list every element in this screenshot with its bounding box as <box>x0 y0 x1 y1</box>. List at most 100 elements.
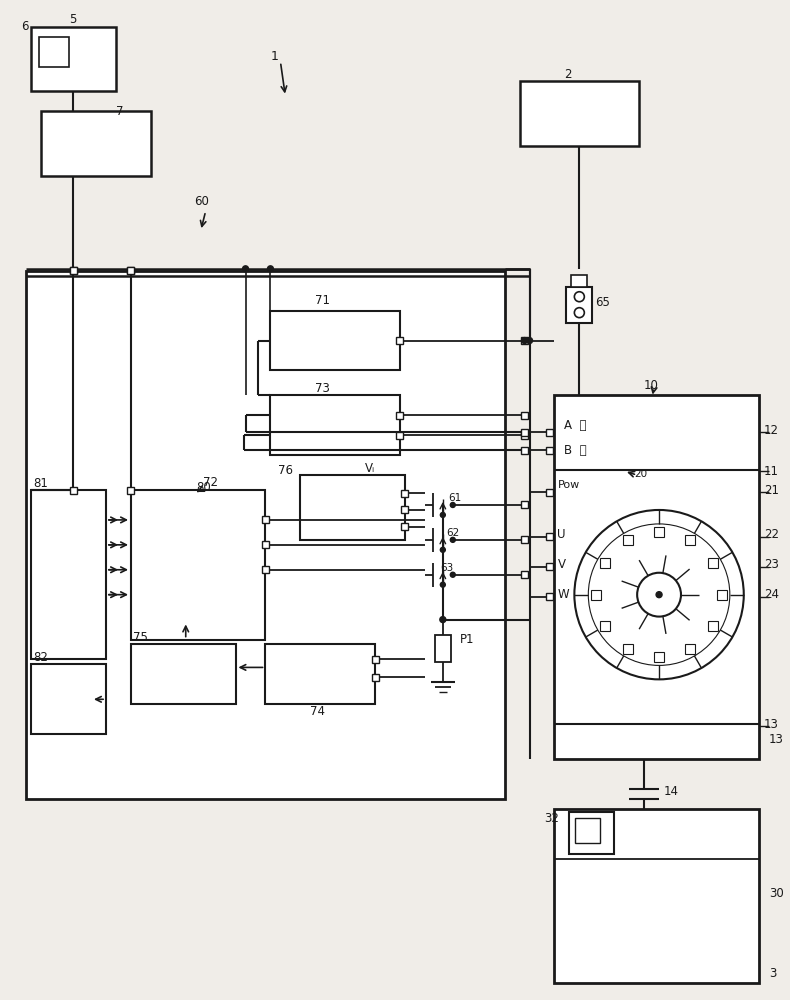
Bar <box>546 533 553 540</box>
Text: 32: 32 <box>544 812 559 825</box>
Bar <box>521 429 528 436</box>
Text: 60: 60 <box>194 195 209 208</box>
Bar <box>521 501 528 508</box>
Bar <box>555 395 758 759</box>
Bar <box>654 652 664 662</box>
Text: 63: 63 <box>440 563 453 573</box>
Bar <box>546 447 553 454</box>
Bar <box>70 487 77 494</box>
Bar <box>70 267 77 274</box>
Bar <box>371 656 378 663</box>
Bar <box>41 111 151 176</box>
Bar <box>521 337 528 344</box>
Circle shape <box>521 338 528 344</box>
Circle shape <box>450 502 455 507</box>
Bar <box>32 27 116 91</box>
Text: 76: 76 <box>278 464 293 477</box>
Bar <box>70 267 77 274</box>
Text: 20: 20 <box>634 469 647 479</box>
Bar <box>270 395 400 455</box>
Bar <box>127 487 134 494</box>
Text: 13: 13 <box>764 718 779 731</box>
Text: 82: 82 <box>33 651 48 664</box>
Bar <box>566 287 592 323</box>
Text: 74: 74 <box>310 705 325 718</box>
Bar <box>521 447 528 454</box>
Text: 12: 12 <box>764 424 779 437</box>
Bar <box>570 812 615 854</box>
Bar <box>717 590 727 600</box>
Bar <box>270 311 400 370</box>
Text: 72: 72 <box>203 476 218 489</box>
Bar <box>600 621 610 631</box>
Bar <box>127 267 134 274</box>
Text: 21: 21 <box>764 484 779 497</box>
Bar <box>371 674 378 681</box>
Text: B  相: B 相 <box>564 444 587 457</box>
Text: 73: 73 <box>315 382 330 395</box>
Text: 2: 2 <box>563 68 571 81</box>
Circle shape <box>527 338 532 344</box>
Circle shape <box>656 592 662 598</box>
Bar <box>546 563 553 570</box>
Text: 75: 75 <box>133 631 148 644</box>
Bar <box>623 535 633 545</box>
Text: 10: 10 <box>644 379 659 392</box>
Text: 80: 80 <box>197 481 212 494</box>
Circle shape <box>450 537 455 542</box>
Bar <box>262 516 269 523</box>
Bar <box>546 489 553 496</box>
Text: 5: 5 <box>70 13 77 26</box>
Text: U: U <box>558 528 566 541</box>
Circle shape <box>268 266 273 272</box>
Text: 7: 7 <box>116 105 123 118</box>
Bar <box>40 37 70 67</box>
Bar <box>654 527 664 537</box>
Bar <box>686 535 695 545</box>
Bar <box>521 412 528 419</box>
Bar <box>401 490 408 497</box>
Bar <box>131 644 235 704</box>
Bar <box>709 621 718 631</box>
Bar <box>546 429 553 436</box>
Bar <box>546 593 553 600</box>
Circle shape <box>440 617 446 623</box>
Text: 6: 6 <box>21 20 28 33</box>
Bar <box>32 664 106 734</box>
Bar <box>435 635 451 662</box>
Text: 30: 30 <box>769 887 784 900</box>
Bar <box>401 523 408 530</box>
Text: V: V <box>558 558 566 571</box>
Text: 24: 24 <box>764 588 779 601</box>
Bar <box>300 475 405 540</box>
Bar <box>686 644 695 654</box>
Text: 71: 71 <box>315 294 330 307</box>
Text: 14: 14 <box>664 785 679 798</box>
Text: 23: 23 <box>764 558 779 571</box>
Circle shape <box>440 582 446 587</box>
Bar <box>127 267 134 274</box>
Bar <box>401 506 408 513</box>
Bar <box>397 412 404 419</box>
Bar <box>131 490 265 640</box>
Text: W: W <box>558 588 569 601</box>
Bar <box>26 271 505 799</box>
Bar <box>623 644 633 654</box>
Bar <box>521 571 528 578</box>
Text: 65: 65 <box>596 296 610 309</box>
Text: 62: 62 <box>446 528 459 538</box>
Bar <box>32 490 106 659</box>
Bar <box>397 337 404 344</box>
Text: 22: 22 <box>764 528 779 541</box>
Text: Pow: Pow <box>558 480 580 490</box>
Text: 1: 1 <box>270 50 278 63</box>
Bar <box>520 81 639 146</box>
Bar <box>709 558 718 568</box>
Circle shape <box>440 547 446 552</box>
Bar <box>591 590 601 600</box>
Bar <box>521 536 528 543</box>
Text: 61: 61 <box>448 493 461 503</box>
Text: 3: 3 <box>769 967 776 980</box>
Text: 81: 81 <box>33 477 48 490</box>
Circle shape <box>440 512 446 517</box>
